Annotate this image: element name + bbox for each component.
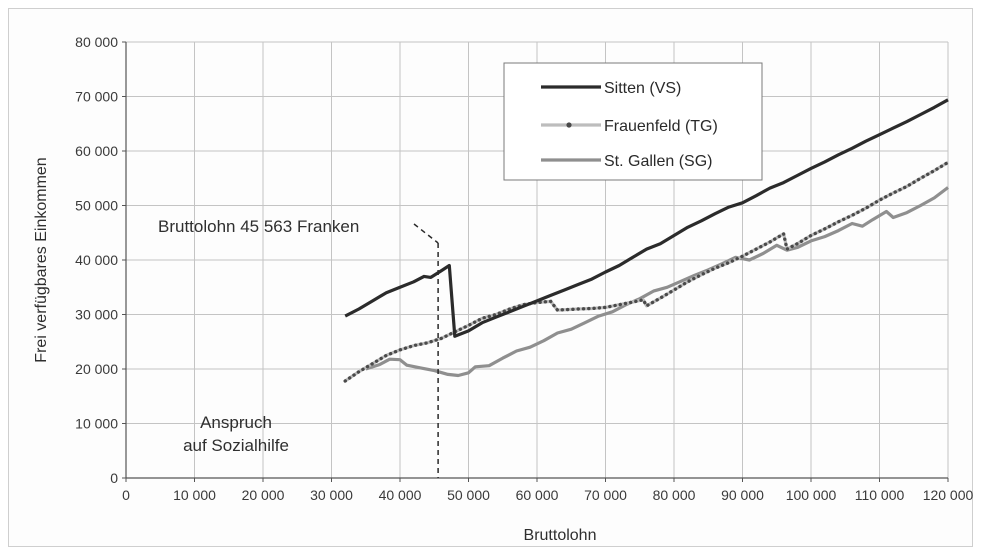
x-tick-label: 50 000 (447, 487, 490, 503)
x-tick-label: 90 000 (721, 487, 764, 503)
y-tick-labels: 0 10 000 20 000 30 000 40 000 50 000 60 000 70 … (75, 34, 118, 486)
bruttolohn-leader-line (413, 223, 439, 244)
legend-marker-frauenfeld-tg (566, 122, 572, 128)
x-tick-labels: 0 10 000 20 000 30 000 40 000 50 000 60 000 70 … (122, 487, 973, 503)
y-tick-label: 60 000 (75, 143, 118, 159)
x-tick-label: 10 000 (173, 487, 216, 503)
y-tick-label: 70 000 (75, 89, 118, 105)
x-tick-label: 30 000 (310, 487, 353, 503)
x-tick-label: 40 000 (379, 487, 422, 503)
x-axis-title: Bruttolohn (524, 527, 597, 544)
legend-label-st-gallen-sg: St. Gallen (SG) (604, 153, 712, 170)
x-tick-label: 70 000 (584, 487, 627, 503)
x-tick-label: 80 000 (653, 487, 696, 503)
x-tick-label: 100 000 (786, 487, 837, 503)
y-tick-label: 50 000 (75, 198, 118, 214)
axes (125, 42, 948, 479)
legend: Sitten (VS) Frauenfeld (TG) St. Gallen (SG… (503, 62, 763, 181)
y-tick-label: 20 000 (75, 361, 118, 377)
annotation-bruttolohn: Bruttolohn 45 563 Franken (158, 217, 359, 236)
series-line-st-gallen-sg (365, 186, 949, 378)
x-tick-label: 60 000 (516, 487, 559, 503)
annotation-sozialhilfe-line2: auf Sozialhilfe (183, 436, 289, 455)
legend-label-sitten-vs: Sitten (VS) (604, 80, 681, 97)
x-tick-label: 110 000 (855, 487, 905, 503)
y-tick-label: 40 000 (75, 252, 118, 268)
legend-label-frauenfeld-tg: Frauenfeld (TG) (604, 118, 718, 135)
x-tick-label: 0 (122, 487, 130, 503)
y-tick-label: 80 000 (75, 34, 118, 50)
x-tick-label: 120 000 (923, 487, 974, 503)
y-axis-title: Frei verfügbares Einkommen (33, 157, 50, 362)
y-tick-label: 10 000 (75, 416, 118, 432)
series-markers-frauenfeld-tg (343, 160, 950, 383)
y-tick-label: 30 000 (75, 307, 118, 323)
x-tick-label: 20 000 (242, 487, 285, 503)
y-tick-label: 0 (110, 470, 118, 486)
series-line-frauenfeld-tg (344, 161, 949, 383)
annotation-sozialhilfe-line1: Anspruch (200, 413, 272, 432)
chart-frame (8, 8, 973, 547)
